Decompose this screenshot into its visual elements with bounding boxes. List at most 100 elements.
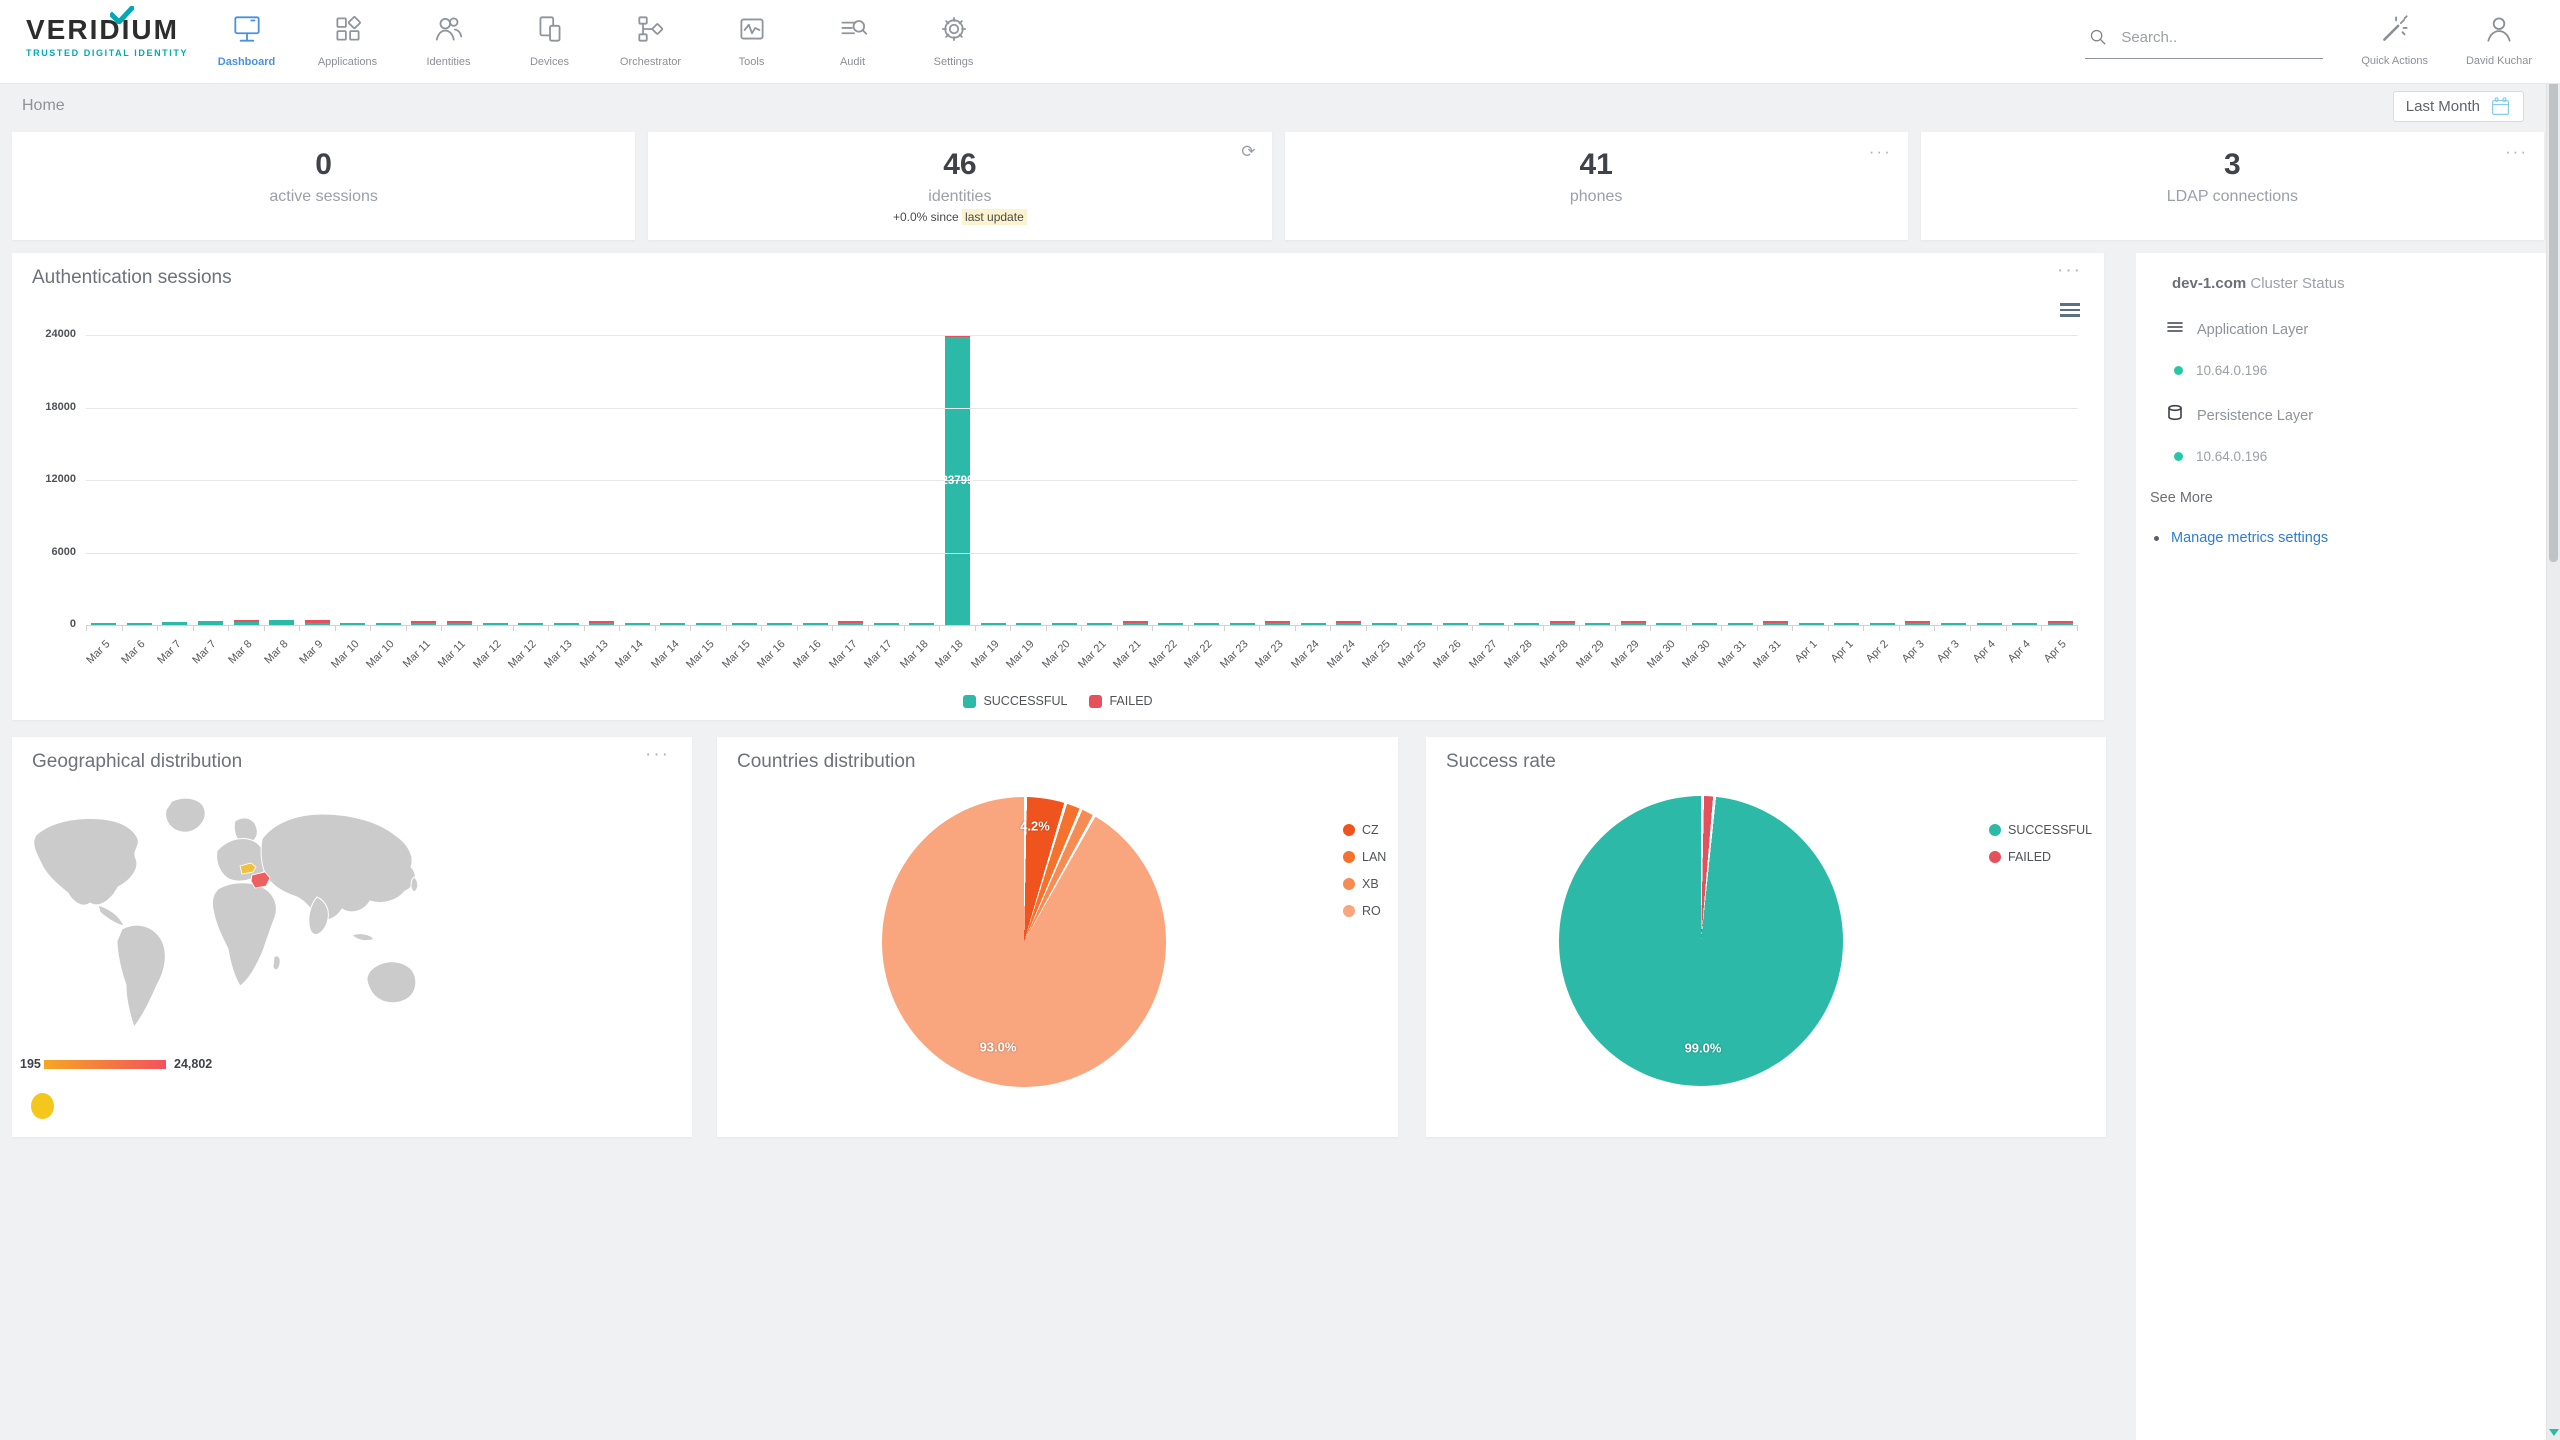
failed-bar <box>1336 621 1362 623</box>
x-axis-tick-label: Mar 8 <box>261 638 291 667</box>
main-nav: Dashboard Applications Identities Devices Or… <box>196 6 1004 68</box>
more-options-icon[interactable]: ··· <box>2057 260 2082 281</box>
bar-slot <box>299 335 335 625</box>
bar-slot <box>1936 335 1972 625</box>
gridline <box>86 407 2078 409</box>
stat-card-identities: ⟳ 46 identities +0.0% since last update <box>648 132 1272 240</box>
x-axis-tick-label: Mar 23 <box>1217 638 1251 671</box>
map-australia <box>366 961 417 1004</box>
legend-label: FAILED <box>1109 694 1153 708</box>
nav-item-label: Audit <box>839 56 866 68</box>
manage-metrics-link[interactable]: Manage metrics settings <box>2171 530 2329 546</box>
nav-item-audit[interactable]: Audit <box>802 6 903 68</box>
logo-wordmark: VERIDIUM <box>26 14 179 45</box>
legend-item-failed[interactable]: FAILED <box>1089 694 1153 708</box>
successful-bar <box>2047 623 2073 625</box>
cluster-node[interactable]: 10.64.0.196 <box>2174 449 2532 464</box>
successful-bar <box>1620 623 1646 625</box>
cluster-section-label: Persistence Layer <box>2197 407 2314 424</box>
bar-slot <box>1900 335 1936 625</box>
failed-bar <box>945 335 970 338</box>
nav-item-devices[interactable]: Devices <box>499 6 600 68</box>
scroll-down-arrow-icon[interactable] <box>2549 1429 2559 1436</box>
legend-item-successful[interactable]: SUCCESSFUL <box>1989 823 2092 837</box>
bar-slot <box>157 335 193 625</box>
quick-actions-button[interactable]: Quick Actions <box>2361 10 2428 67</box>
legend-item-ro[interactable]: RO <box>1343 904 1386 918</box>
successful-bar <box>945 337 970 625</box>
x-axis-tick-label: Mar 9 <box>297 638 326 667</box>
see-more-link[interactable]: See More <box>2150 490 2213 506</box>
x-axis-tick-label: Mar 7 <box>155 638 184 667</box>
more-options-icon[interactable]: ··· <box>1868 142 1892 161</box>
user-icon <box>2487 17 2511 42</box>
bar-slot <box>1402 335 1438 625</box>
legend-item-lan[interactable]: LAN <box>1343 850 1386 864</box>
successful-bar <box>1229 623 1255 625</box>
successful-bar <box>1407 623 1433 625</box>
search-input[interactable] <box>2121 28 2292 46</box>
bar-slot <box>264 335 300 625</box>
bar-slot <box>1295 335 1331 625</box>
x-axis-tick-label: Mar 19 <box>1004 638 1038 671</box>
legend-item-successful[interactable]: SUCCESSFUL <box>963 694 1067 708</box>
bar-slot <box>975 335 1011 625</box>
gridline <box>86 480 2078 481</box>
x-axis-tick-label: Apr 5 <box>2041 638 2069 666</box>
bar-slot <box>1046 335 1082 625</box>
x-axis-labels: Mar 5 Mar 6 Mar 7 Mar 7 Mar 8 Mar 8 Mar 9 Mar 1… <box>84 634 2078 694</box>
bar-slot <box>442 335 478 625</box>
stat-value: 3 <box>2224 148 2241 181</box>
legend-item-failed[interactable]: FAILED <box>1989 850 2092 864</box>
countries-distribution-card: Countries distribution 4.2% 93.0% CZ LAN X… <box>717 737 1398 1137</box>
bar-value-label: 23799 <box>941 475 974 488</box>
nav-item-dashboard[interactable]: Dashboard <box>196 6 297 68</box>
nav-item-identities[interactable]: Identities <box>398 6 499 68</box>
page-scrollbar[interactable] <box>2546 0 2560 1440</box>
cluster-host-line: dev-1.com Cluster Status <box>2172 275 2532 292</box>
user-menu[interactable]: David Kuchar <box>2466 10 2532 67</box>
more-options-icon[interactable]: ··· <box>645 744 670 765</box>
x-axis-tick-label: Mar 17 <box>862 638 895 671</box>
legend-item-cz[interactable]: CZ <box>1343 823 1386 837</box>
bar-slot <box>1011 335 1047 625</box>
bar-slot <box>2042 335 2078 625</box>
successful-bar <box>269 619 295 625</box>
world-map[interactable] <box>22 789 452 1047</box>
bar-slot <box>691 335 727 625</box>
bar-slot <box>548 335 584 625</box>
refresh-icon[interactable]: ⟳ <box>1241 142 1256 161</box>
x-axis-tick-label: Mar 27 <box>1466 638 1500 671</box>
legend-swatch <box>1989 824 2001 836</box>
nav-item-tools[interactable]: Tools <box>701 6 802 68</box>
successful-bar <box>1656 623 1682 625</box>
gridline <box>86 625 2078 626</box>
bar-slot <box>2007 335 2043 625</box>
date-range-button[interactable]: Last Month <box>2392 91 2524 122</box>
legend-swatch <box>1989 851 2001 863</box>
search-icon <box>2091 29 2106 45</box>
search-box[interactable] <box>2085 12 2324 59</box>
veridium-logo[interactable]: VERIDIUM TRUSTED DIGITAL IDENTITY <box>26 6 206 58</box>
logo-tagline: TRUSTED DIGITAL IDENTITY <box>26 48 189 58</box>
chart-menu-icon[interactable] <box>2060 303 2080 320</box>
nav-item-applications[interactable]: Applications <box>297 6 398 68</box>
x-axis-tick-label: Mar 19 <box>968 638 1002 671</box>
nav-item-settings[interactable]: Settings <box>903 6 1004 68</box>
cluster-section-label: Application Layer <box>2197 321 2309 338</box>
failed-bar <box>411 621 437 623</box>
stat-delta-highlight[interactable]: last update <box>962 209 1027 225</box>
gridline <box>86 552 2078 554</box>
more-options-icon[interactable]: ··· <box>2505 142 2528 161</box>
successful-bar <box>1514 623 1540 625</box>
x-axis-tick-label: Mar 18 <box>933 638 966 671</box>
success-pie-chart <box>1559 796 1843 1086</box>
breadcrumb[interactable]: Home <box>22 97 65 114</box>
successful-bar <box>1371 623 1397 625</box>
cluster-node[interactable]: 10.64.0.196 <box>2174 363 2532 378</box>
legend-item-xb[interactable]: XB <box>1343 877 1386 891</box>
nav-item-orchestrator[interactable]: Orchestrator <box>600 6 701 68</box>
legend-swatch <box>1089 694 1103 708</box>
scrollbar-thumb[interactable] <box>2549 22 2558 562</box>
nav-item-label: Identities <box>426 56 471 68</box>
